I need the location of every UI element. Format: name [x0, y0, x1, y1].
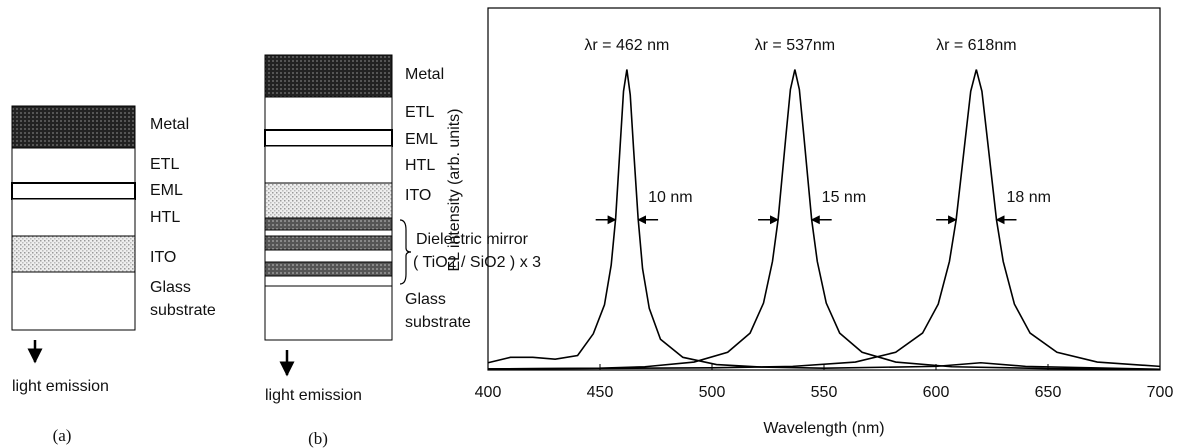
arrow-label: light emission	[12, 378, 109, 395]
layer-label: ETL	[150, 156, 179, 173]
layer	[11, 271, 136, 331]
layer-label: EML	[405, 131, 438, 148]
spectrum-line	[487, 69, 1161, 371]
arrow-label: light emission	[265, 387, 362, 404]
layer-label: Metal	[150, 116, 189, 133]
layer	[264, 129, 393, 147]
layer-label: ETL	[405, 104, 434, 121]
layer-label: Glass substrate	[405, 291, 471, 331]
caption: (b)	[308, 429, 328, 448]
layer	[11, 147, 136, 184]
layer-label: Glass substrate	[150, 279, 216, 319]
layer-label: Metal	[405, 66, 444, 83]
mirror-layer	[264, 229, 393, 237]
mirror-layer	[264, 249, 393, 263]
x-tick-label: 500	[699, 384, 726, 401]
fwhm-label: 15 nm	[822, 189, 866, 206]
spectrum-line	[487, 69, 1161, 371]
x-tick-label: 600	[923, 384, 950, 401]
layer	[264, 96, 393, 131]
peak-label: λr = 462 nm	[584, 37, 669, 54]
layer-label: HTL	[405, 157, 435, 174]
mirror-layer	[264, 261, 393, 277]
layer-label: EML	[150, 182, 183, 199]
caption: (a)	[53, 426, 72, 445]
mirror-layer	[264, 235, 393, 251]
layer	[11, 235, 136, 273]
fwhm-label: 18 nm	[1006, 189, 1050, 206]
layer	[264, 54, 393, 98]
x-tick-label: 400	[475, 384, 502, 401]
mirror-label: Dielectric mirror	[416, 231, 529, 248]
x-tick-label: 650	[1035, 384, 1062, 401]
layer	[11, 182, 136, 200]
y-axis-label: EL intensity (arb. units)	[446, 108, 463, 271]
x-axis-label: Wavelength (nm)	[763, 420, 884, 437]
layer	[264, 285, 393, 341]
layer	[264, 182, 393, 219]
layer-label: ITO	[150, 249, 176, 266]
fwhm-label: 10 nm	[648, 189, 692, 206]
peak-label: λr = 537nm	[755, 37, 835, 54]
x-tick-label: 450	[587, 384, 614, 401]
x-tick-label: 550	[811, 384, 838, 401]
x-tick-label: 700	[1147, 384, 1174, 401]
brace	[399, 219, 412, 285]
mirror-layer	[264, 275, 393, 287]
spectrum-line	[487, 69, 1161, 370]
layer-label: ITO	[405, 187, 431, 204]
layer	[11, 105, 136, 149]
peak-label: λr = 618nm	[936, 37, 1016, 54]
layer	[264, 145, 393, 184]
mirror-layer	[264, 217, 393, 231]
layer-label: HTL	[150, 209, 180, 226]
layer	[11, 198, 136, 237]
mirror-formula: ( TiO2 / SiO2 ) x 3	[413, 254, 541, 271]
